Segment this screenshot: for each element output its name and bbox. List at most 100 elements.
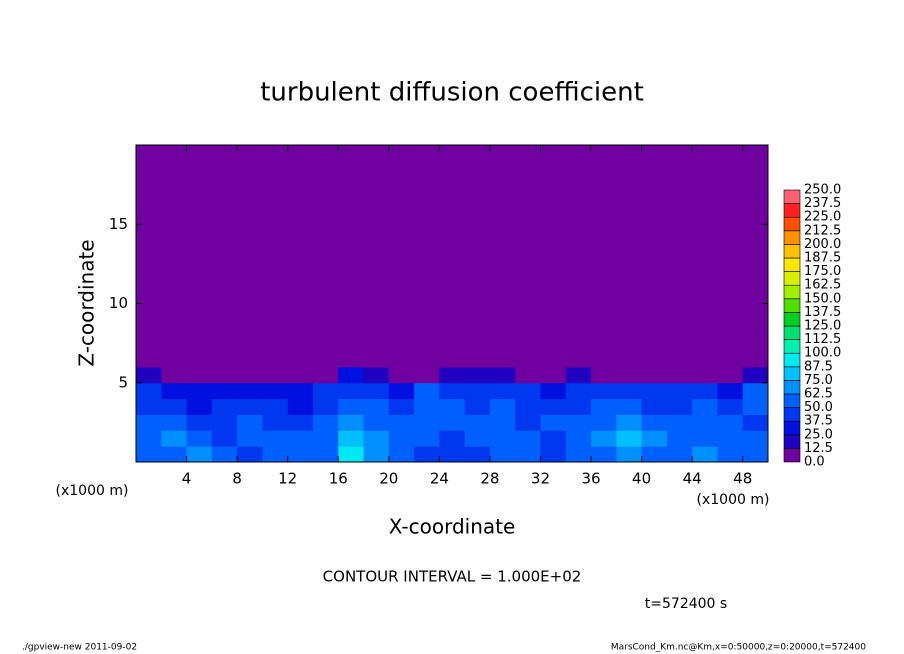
field-cell <box>136 430 162 447</box>
field-cell <box>742 446 769 463</box>
field-cell <box>186 414 213 431</box>
field-cell <box>641 430 668 447</box>
field-cell <box>565 382 592 400</box>
field-cell <box>161 398 188 415</box>
chart-title: turbulent diffusion coefficient <box>260 78 644 108</box>
field-cell <box>742 145 769 368</box>
contour-interval: CONTOUR INTERVAL = 1.000E+02 <box>323 568 582 586</box>
colorbar-box <box>783 366 801 381</box>
field-cell <box>287 366 314 384</box>
field-cell <box>616 366 643 384</box>
field-cell <box>742 430 769 447</box>
field-cell <box>489 414 516 431</box>
field-cell <box>666 430 693 447</box>
x-tick-label: 44 <box>683 470 702 488</box>
field-cell <box>489 366 516 384</box>
colorbar-box <box>783 339 801 354</box>
field-cell <box>489 398 516 415</box>
field-cell <box>641 366 668 384</box>
field-cell <box>666 366 693 384</box>
field-cell <box>161 430 188 447</box>
field-cell <box>414 430 440 447</box>
field-cell <box>136 145 162 368</box>
colorbar-label: 125.0 <box>804 319 841 334</box>
field-cell <box>161 366 188 384</box>
field-cell <box>388 446 415 463</box>
colorbar-label: 12.5 <box>804 441 833 456</box>
field-cell <box>136 446 162 463</box>
colorbar-label: 162.5 <box>804 278 841 293</box>
field-cell <box>262 398 289 415</box>
field-cell <box>312 366 339 384</box>
y-tick-label: 10 <box>109 294 128 312</box>
field-cell <box>136 414 162 431</box>
x-tick-label: 40 <box>632 470 651 488</box>
field-cell <box>616 398 643 415</box>
x-tick-label: 32 <box>531 470 550 488</box>
colorbar-label: 212.5 <box>804 223 841 238</box>
field-cell <box>388 398 415 415</box>
field-cell <box>717 366 744 384</box>
x-axis-label: X-coordinate <box>389 515 516 539</box>
y-tick-label: 5 <box>118 373 128 391</box>
field-cell <box>565 366 592 384</box>
field-cell <box>136 366 162 384</box>
footer-right: MarsCond_Km.nc@Km,x=0:50000,z=0:20000,t=… <box>611 643 866 653</box>
field-cell <box>717 414 744 431</box>
field-cell <box>515 430 541 447</box>
field-cell <box>237 382 263 400</box>
field-cell <box>540 145 567 368</box>
field-cell <box>692 366 718 384</box>
field-cell <box>641 446 668 463</box>
field-cell <box>262 382 289 400</box>
field-cell <box>616 145 643 368</box>
field-cell <box>262 446 289 463</box>
field-cell <box>312 382 339 400</box>
field-cell <box>237 398 263 415</box>
field-cell <box>464 366 491 384</box>
x-tick-label: 8 <box>232 470 242 488</box>
y-unit: (x1000 m) <box>56 483 129 499</box>
field-cell <box>237 430 263 447</box>
field-cell <box>717 430 744 447</box>
colorbar-label: 0.0 <box>804 455 825 470</box>
field-cell <box>565 398 592 415</box>
field-cell <box>211 414 238 431</box>
field-cell <box>287 446 314 463</box>
field-cell <box>186 446 213 463</box>
field-cell <box>363 382 390 400</box>
field-cell <box>287 145 314 368</box>
field-cell <box>186 430 213 447</box>
field-cell <box>363 430 390 447</box>
colorbar-label: 112.5 <box>804 332 841 347</box>
colorbar-box <box>783 189 801 204</box>
field-cell <box>439 145 466 368</box>
field-cell <box>338 145 365 368</box>
field-cell <box>666 446 693 463</box>
colorbar-box <box>783 448 801 463</box>
field-cell <box>388 145 415 368</box>
colorbar-label: 225.0 <box>804 210 841 225</box>
colorbar-box <box>783 203 801 218</box>
field-cell <box>414 382 440 400</box>
field-cell <box>641 414 668 431</box>
field-cell <box>616 382 643 400</box>
field-cell <box>211 366 238 384</box>
colorbar-label: 25.0 <box>804 427 833 442</box>
colorbar-label: 175.0 <box>804 264 841 279</box>
field-cell <box>338 414 365 431</box>
field-cell <box>641 398 668 415</box>
field-cell <box>262 366 289 384</box>
colorbar-box <box>783 352 801 368</box>
field-cell <box>591 366 617 384</box>
y-axis-label: Z-coordinate <box>75 239 99 366</box>
field-cell <box>338 398 365 415</box>
field-cell <box>237 366 263 384</box>
field-cell <box>692 145 718 368</box>
colorbar-label: 100.0 <box>804 346 841 361</box>
field-cell <box>515 366 541 384</box>
field-cell <box>742 398 769 415</box>
field-cell <box>540 430 567 447</box>
colorbar-box <box>783 271 801 286</box>
colorbar-box <box>783 380 801 395</box>
